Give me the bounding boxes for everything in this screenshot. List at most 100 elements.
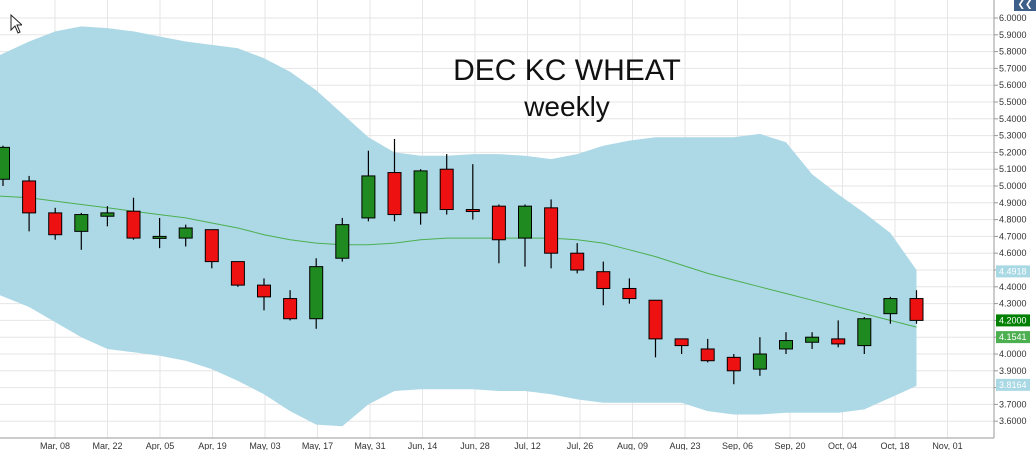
x-tick-label: Apr, 19 bbox=[198, 441, 227, 450]
candle bbox=[178, 224, 193, 247]
band-fill bbox=[0, 26, 917, 427]
candle bbox=[22, 175, 37, 232]
price-label-tag bbox=[996, 331, 1030, 344]
candle bbox=[465, 164, 480, 220]
candle-body bbox=[100, 212, 115, 217]
candle bbox=[387, 138, 402, 222]
candle-body bbox=[465, 209, 480, 213]
y-tick-label: 3.6000 bbox=[999, 416, 1027, 426]
candle-body bbox=[230, 261, 245, 286]
candle bbox=[283, 290, 298, 321]
candle bbox=[726, 354, 741, 385]
candle bbox=[544, 199, 559, 269]
candle-body bbox=[74, 214, 89, 232]
candle bbox=[439, 154, 454, 215]
candle bbox=[857, 317, 872, 354]
candle-body bbox=[439, 168, 454, 211]
candle bbox=[648, 299, 663, 358]
candle-body bbox=[22, 180, 37, 214]
x-tick-label: Sep, 20 bbox=[774, 441, 805, 450]
y-tick-label: 5.5000 bbox=[999, 97, 1027, 107]
candle bbox=[518, 204, 532, 267]
candle bbox=[831, 320, 846, 348]
candle-body bbox=[204, 229, 219, 263]
y-tick-label: 5.3000 bbox=[999, 131, 1027, 141]
candle bbox=[674, 338, 689, 354]
candle-body bbox=[674, 338, 689, 347]
candle bbox=[413, 169, 428, 225]
candle-body bbox=[883, 298, 898, 315]
collapse-panel-button[interactable]: ❮❮ bbox=[1014, 0, 1036, 11]
y-tick-label: 5.4000 bbox=[999, 114, 1027, 124]
candlesticks bbox=[0, 138, 924, 385]
candle bbox=[361, 150, 376, 222]
y-tick-label: 4.4000 bbox=[999, 282, 1027, 292]
candle-body bbox=[413, 170, 428, 214]
candle-body bbox=[779, 340, 793, 350]
price-label-tag bbox=[996, 378, 1030, 391]
y-tick-label: 5.2000 bbox=[999, 147, 1027, 157]
candle-body bbox=[648, 299, 663, 340]
candle bbox=[100, 206, 115, 227]
y-tick-label: 5.6000 bbox=[999, 80, 1027, 90]
bollinger-band bbox=[0, 26, 917, 427]
candle-body bbox=[126, 210, 141, 239]
candle-body bbox=[309, 266, 324, 320]
candle-body bbox=[805, 336, 820, 343]
price-label-text: 4.4918 bbox=[999, 266, 1027, 276]
candle-body bbox=[752, 353, 767, 370]
x-tick-label: Jul, 12 bbox=[514, 441, 541, 450]
candle-body bbox=[257, 284, 271, 298]
candle bbox=[309, 258, 324, 329]
price-label-text: 3.8164 bbox=[999, 380, 1027, 390]
candle bbox=[596, 261, 611, 306]
y-tick-label: 5.7000 bbox=[999, 63, 1027, 73]
x-tick-label: Jun, 14 bbox=[408, 441, 438, 450]
candle bbox=[152, 217, 167, 249]
candle bbox=[126, 197, 141, 240]
candle bbox=[883, 296, 898, 324]
candle bbox=[257, 278, 271, 311]
y-tick-label: 4.3000 bbox=[999, 299, 1027, 309]
candle bbox=[700, 338, 715, 363]
y-tick-label: 5.9000 bbox=[999, 30, 1027, 40]
price-label-text: 4.1541 bbox=[999, 332, 1027, 342]
candle bbox=[622, 278, 637, 304]
candle bbox=[909, 290, 924, 324]
candle bbox=[570, 243, 585, 274]
x-tick-label: Apr, 05 bbox=[146, 441, 175, 450]
candle bbox=[779, 332, 793, 354]
x-tick-label: Mar, 22 bbox=[92, 441, 122, 450]
y-tick-label: 3.7000 bbox=[999, 399, 1027, 409]
y-tick-label: 4.8000 bbox=[999, 215, 1027, 225]
x-tick-label: May, 31 bbox=[354, 441, 385, 450]
candle-body bbox=[518, 205, 532, 239]
price-label-tag bbox=[996, 314, 1030, 327]
candle-body bbox=[335, 224, 350, 259]
price-label-text: 4.2000 bbox=[999, 315, 1027, 325]
candle-body bbox=[726, 356, 741, 372]
candle bbox=[204, 229, 219, 269]
candle-body bbox=[622, 287, 637, 300]
chart-subtitle: weekly bbox=[523, 91, 610, 122]
y-tick-label: 5.1000 bbox=[999, 164, 1027, 174]
candle-body bbox=[831, 338, 846, 345]
x-tick-label: May, 03 bbox=[249, 441, 280, 450]
x-tick-label: Aug, 09 bbox=[617, 441, 648, 450]
price-label-tag bbox=[996, 265, 1030, 278]
y-tick-label: 3.9000 bbox=[999, 366, 1027, 376]
candle bbox=[335, 217, 350, 262]
y-tick-label: 4.9000 bbox=[999, 198, 1027, 208]
candle-body bbox=[491, 205, 506, 241]
candle-body bbox=[387, 172, 402, 216]
x-tick-label: May, 17 bbox=[302, 441, 333, 450]
y-tick-label: 4.0000 bbox=[999, 349, 1027, 359]
y-tick-label: 4.6000 bbox=[999, 248, 1027, 258]
y-tick-label: 6.0000 bbox=[999, 13, 1027, 23]
x-tick-label: Oct, 18 bbox=[880, 441, 909, 450]
candle-body bbox=[178, 227, 193, 239]
candle bbox=[74, 212, 89, 250]
candle bbox=[230, 261, 245, 287]
chart-title: DEC KC WHEAT bbox=[453, 54, 681, 87]
